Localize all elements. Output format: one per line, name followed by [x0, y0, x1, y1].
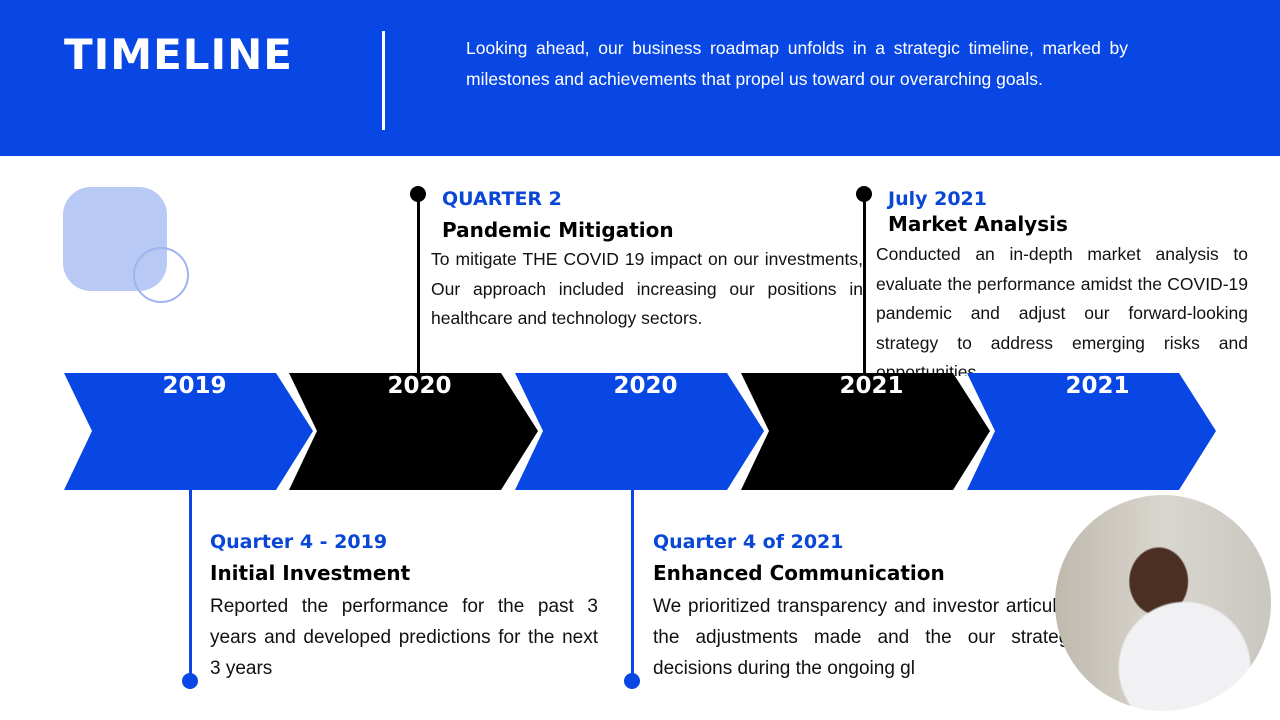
chevron-shape	[741, 373, 990, 490]
milestone-dot	[856, 186, 872, 202]
milestone-dot	[410, 186, 426, 202]
decorative-circle	[133, 247, 189, 303]
milestone-connector	[189, 488, 192, 680]
milestone-connector	[417, 193, 420, 375]
milestone-period: QUARTER 2	[442, 188, 562, 210]
presenter-webcam-video	[1055, 495, 1271, 711]
milestone-period: Quarter 4 - 2019	[210, 531, 388, 553]
page-title: TIMELINE	[64, 30, 293, 79]
chevron-shape	[967, 373, 1216, 490]
milestone-title: Initial Investment	[210, 561, 411, 585]
milestone-connector	[631, 488, 634, 680]
chevron-year: 2020	[613, 373, 678, 399]
milestone-text: Reported the performance for the past 3 …	[210, 596, 598, 679]
milestone-dot	[182, 673, 198, 689]
milestone-dot	[624, 673, 640, 689]
milestone-text: Conducted an in-depth market analysis to…	[876, 244, 1248, 376]
chevron-year: 2019	[162, 373, 227, 399]
chevron-year: 2020	[387, 373, 452, 399]
milestone-title: Market Analysis	[888, 212, 1068, 236]
milestone-text: We prioritized transparency and investor…	[653, 596, 1083, 679]
milestone-text: To mitigate THE COVID 19 impact on our i…	[431, 249, 863, 328]
timeline-chevron-1: 2019	[64, 373, 315, 490]
chevron-year: 2021	[1065, 373, 1130, 399]
chevron-shape	[515, 373, 764, 490]
milestone-title: Pandemic Mitigation	[442, 218, 674, 242]
chevron-shape	[64, 373, 313, 490]
header-divider	[382, 31, 385, 130]
header-banner: TIMELINE Looking ahead, our business roa…	[0, 0, 1280, 156]
timeline-chevron-5: 2021	[967, 373, 1218, 490]
timeline-chevron-3: 2020	[515, 373, 766, 490]
chevron-shape	[289, 373, 538, 490]
timeline-chevron-2: 2020	[289, 373, 540, 490]
intro-text: Looking ahead, our business roadmap unfo…	[466, 38, 1128, 89]
milestone-period: July 2021	[888, 188, 987, 210]
milestone-title: Enhanced Communication	[653, 561, 945, 585]
timeline-chevron-4: 2021	[741, 373, 992, 490]
chevron-year: 2021	[839, 373, 904, 399]
milestone-connector	[863, 193, 866, 375]
milestone-period: Quarter 4 of 2021	[653, 531, 844, 553]
